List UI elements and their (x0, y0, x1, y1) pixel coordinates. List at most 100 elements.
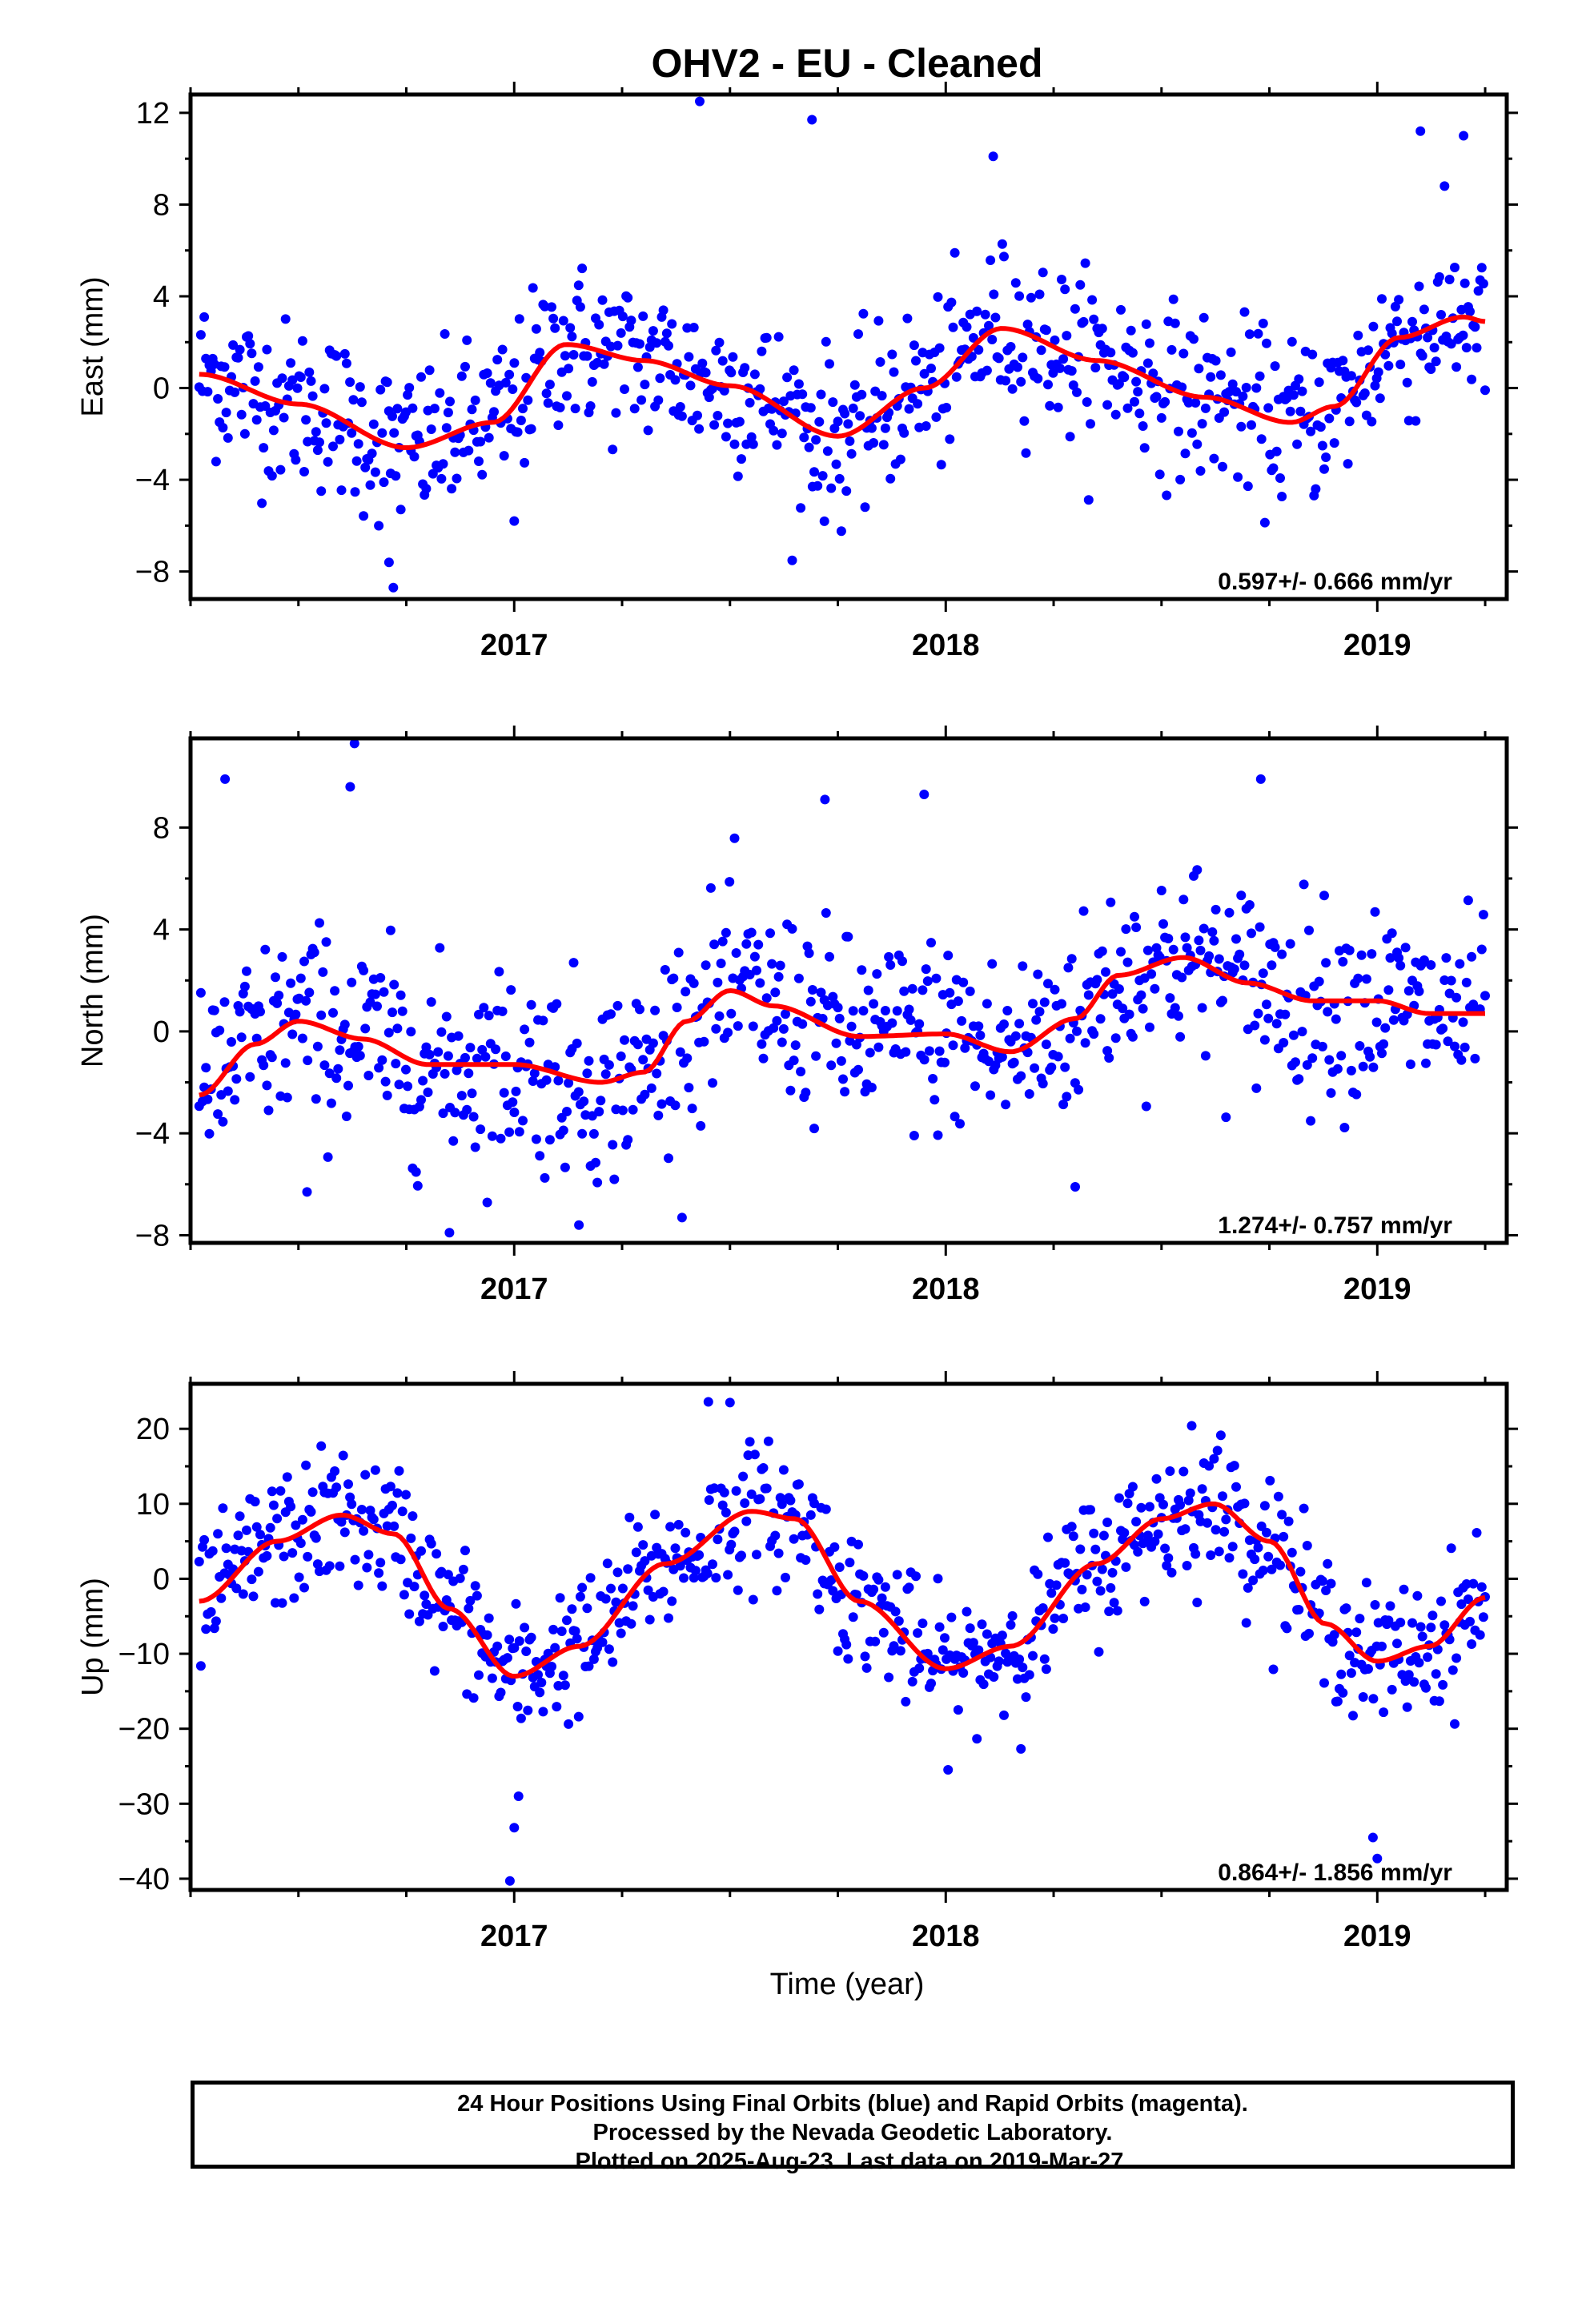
data-point (1066, 954, 1077, 964)
data-point (221, 408, 231, 418)
data-point (1358, 1692, 1368, 1702)
data-point (1178, 895, 1189, 905)
data-point (787, 555, 797, 565)
data-point (550, 1642, 560, 1653)
data-point (443, 1051, 453, 1061)
data-point (1166, 1567, 1177, 1578)
data-point (1419, 955, 1429, 965)
data-point (216, 1593, 227, 1603)
data-point (968, 1638, 978, 1648)
data-point (904, 404, 914, 414)
data-point (1467, 1639, 1477, 1649)
data-point (880, 1582, 890, 1592)
data-point (1154, 469, 1165, 480)
data-point (843, 931, 853, 942)
data-point (653, 1110, 664, 1120)
data-point (496, 1687, 506, 1698)
data-point (1426, 364, 1436, 374)
data-point (1399, 1584, 1409, 1594)
data-point (504, 369, 515, 380)
data-point (564, 1078, 574, 1088)
data-point (746, 1489, 757, 1499)
data-point (588, 1654, 599, 1664)
data-point (206, 1606, 216, 1617)
data-point (564, 1719, 574, 1729)
data-point (1068, 1531, 1078, 1542)
data-point (303, 1551, 313, 1562)
data-point (1168, 944, 1178, 955)
data-point (670, 1100, 681, 1111)
data-point (291, 1009, 301, 1019)
data-point (347, 428, 357, 438)
data-point (319, 1060, 330, 1071)
data-point (347, 977, 357, 987)
y-tick-label: 20 (136, 1413, 170, 1446)
data-point (1315, 422, 1326, 432)
data-point (1214, 1546, 1224, 1557)
north-frame (188, 736, 1509, 1245)
data-point (697, 358, 708, 368)
data-point (789, 1055, 799, 1066)
data-point (506, 985, 516, 995)
data-point (426, 424, 436, 434)
data-point (606, 1583, 616, 1594)
data-point (408, 1511, 418, 1522)
data-point (347, 1499, 357, 1510)
data-point (1380, 349, 1391, 360)
data-point (811, 435, 821, 445)
data-point (1082, 1570, 1092, 1580)
data-point (989, 289, 999, 300)
data-point (1458, 330, 1468, 340)
data-point (1063, 963, 1074, 973)
data-point (726, 1539, 737, 1550)
data-point (464, 1603, 474, 1614)
data-point (1009, 1057, 1019, 1068)
y-tick-label: 4 (153, 914, 170, 947)
data-point (1018, 352, 1028, 363)
data-point (1048, 1624, 1058, 1634)
data-point (1204, 1461, 1215, 1471)
data-point (584, 1661, 594, 1671)
data-point (892, 1570, 902, 1580)
data-point (1470, 1053, 1480, 1063)
data-point (709, 939, 720, 950)
data-point (516, 416, 526, 425)
data-point (1158, 919, 1168, 929)
data-point (450, 447, 460, 457)
data-point (319, 384, 330, 394)
data-point (934, 1622, 945, 1632)
data-point (1267, 1564, 1277, 1574)
data-point (689, 1573, 699, 1583)
data-point (1136, 1502, 1146, 1513)
data-point (612, 1567, 623, 1578)
data-point (1045, 400, 1055, 411)
data-point (250, 1497, 260, 1507)
data-point (681, 987, 691, 997)
data-point (1195, 466, 1206, 476)
data-point (1243, 1582, 1253, 1593)
up-model-curve (199, 1501, 1486, 1679)
data-point (287, 1548, 298, 1558)
panel-north: −8 −4 0 4 8 2017 2018 2019 North (mm) 1.274+/- 0.… (76, 726, 1518, 1306)
data-point (902, 313, 913, 324)
data-point (1452, 992, 1462, 1003)
data-point (670, 1543, 681, 1554)
data-point (1338, 956, 1348, 967)
data-point (807, 985, 817, 995)
data-point (330, 986, 340, 996)
data-point (318, 967, 328, 977)
data-point (1403, 416, 1414, 426)
data-point (1180, 1524, 1191, 1534)
data-point (1256, 434, 1267, 444)
data-point (752, 1550, 761, 1560)
data-point (1219, 407, 1230, 417)
data-point (271, 972, 280, 983)
data-point (1080, 1602, 1090, 1612)
data-point (841, 486, 852, 497)
data-point (482, 1197, 492, 1208)
data-point (1307, 1053, 1318, 1063)
data-point (316, 1010, 327, 1020)
data-point (608, 1657, 618, 1667)
data-point (509, 1642, 520, 1653)
data-point (570, 404, 580, 414)
